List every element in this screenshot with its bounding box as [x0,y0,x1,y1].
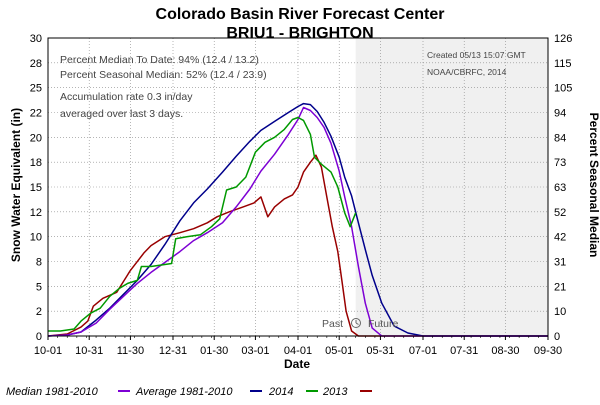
y2-tick-label: 10 [554,306,566,318]
info-percent-median: Percent Median To Date: 94% (12.4 / 13.2… [60,54,259,66]
legend-label: Median 1981-2010 [6,386,99,398]
series-layer [47,102,548,337]
y-tick-label: 25 [30,83,42,95]
y-tick-label: 10 [30,232,42,244]
x-tick-label: 04-01 [284,345,312,357]
past-label: Past [322,318,343,330]
y2-tick-label: 126 [554,33,572,45]
y-tick-label: 8 [36,257,42,269]
series-line-average-1981-2010 [47,102,548,337]
y2-tick-label: 94 [554,108,566,120]
y2-tick-label: 105 [554,83,572,95]
y-tick-label: 18 [30,157,42,169]
y2-tick-label: 31 [554,257,566,269]
x-tick-label: 05-31 [366,345,394,357]
chart-title: Colorado Basin River Forecast Center [156,6,445,23]
y-axis-label: Snow Water Equivalent (in) [9,108,23,262]
y-tick-label: 20 [30,132,42,144]
x-tick-label: 03-01 [241,345,269,357]
credit-noaa: NOAA/CBRFC, 2014 [427,67,507,77]
x-tick-label: 08-30 [491,345,519,357]
legend-label: 2014 [268,386,293,398]
y2-tick-label: 73 [554,157,566,169]
y2-tick-label: 63 [554,182,566,194]
y2-axis-label: Percent Seasonal Median [587,113,600,258]
info-averaged-note: averaged over last 3 days. [60,108,183,120]
y2-tick-label: 42 [554,232,566,244]
legend: Median 1981-2010 Average 1981-2010 2014 201… [6,386,372,398]
y-tick-label: 12 [30,207,42,219]
legend-label: 2013 [322,386,348,398]
info-percent-seasonal: Percent Seasonal Median: 52% (12.4 / 23.… [60,69,267,81]
series-line-median-1981-2010 [47,106,548,337]
y-tick-label: 0 [36,331,42,343]
y-tick-label: 5 [36,281,42,293]
chart-subtitle: BRIU1 - BRIGHTON [226,25,373,42]
info-accumulation-rate: Accumulation rate 0.3 in/day [60,91,193,103]
past-future-arrow-icon [351,318,361,328]
y2-tick-label: 21 [554,281,566,293]
x-tick-label: 10-31 [75,345,103,357]
x-tick-label: 11-30 [117,345,144,357]
y2-tick-label: 0 [554,331,560,343]
future-label: Future [368,318,399,330]
x-tick-label: 10-01 [34,345,62,357]
series-line-2014 [48,116,357,332]
y-tick-label: 2 [36,306,42,318]
y2-tick-label: 115 [554,58,572,70]
y-tick-label: 28 [30,58,42,70]
y2-tick-label: 52 [554,207,566,219]
grid [48,38,548,336]
x-tick-label: 01-30 [200,345,228,357]
x-tick-label: 07-01 [409,345,437,357]
legend-label: Average 1981-2010 [135,386,233,398]
credit-created: Created 05/13 15:07 GMT [427,50,526,60]
x-axis-label: Date [284,357,310,371]
x-tick-label: 12-31 [159,345,187,357]
x-tick-label: 07-31 [450,345,478,357]
y-tick-label: 22 [30,108,42,120]
y-tick-label: 30 [30,33,42,45]
x-tick-label: 09-30 [534,345,562,357]
ticks-layer: 0258101215182022252830010213142526373849… [30,33,573,357]
y-tick-label: 15 [30,182,42,194]
x-tick-label: 05-01 [325,345,353,357]
y2-tick-label: 84 [554,132,566,144]
